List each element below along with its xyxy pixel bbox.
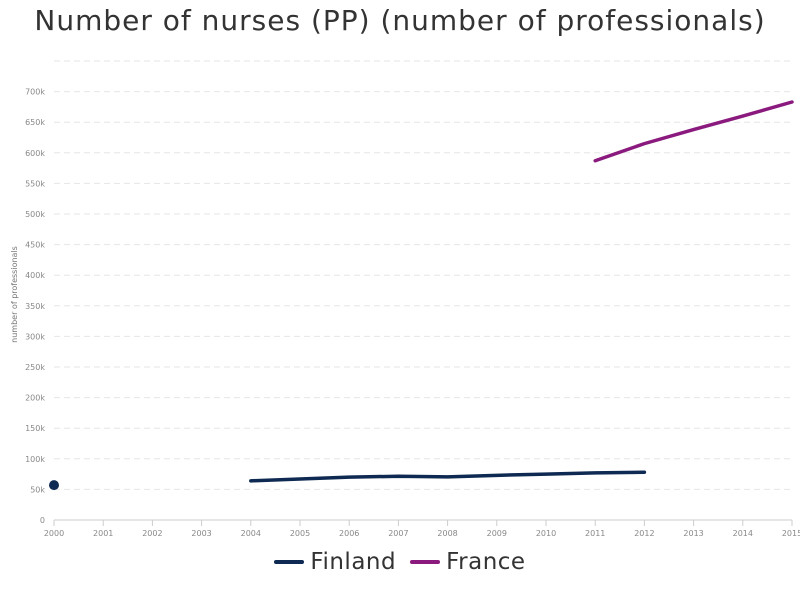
y-tick-label: 500k [25, 210, 45, 219]
y-tick-label: 400k [25, 271, 45, 280]
x-tick-label: 2002 [142, 529, 162, 538]
x-tick-label: 2000 [44, 529, 64, 538]
x-tick-label: 2011 [585, 529, 605, 538]
x-tick-label: 2012 [634, 529, 654, 538]
x-tick-label: 2001 [93, 529, 113, 538]
legend-label-france: France [446, 549, 526, 575]
chart-title: Number of nurses (PP) (number of profess… [34, 4, 766, 37]
y-axis-label: number of professionals [10, 246, 19, 343]
grid-lines [54, 60, 792, 521]
y-tick-label: 250k [25, 363, 45, 372]
y-tick-labels: 0 50k 100k 150k 200k 250k 300k 350k 400k 450k 500k… [25, 88, 45, 525]
x-tick-label: 2004 [241, 529, 261, 538]
legend-item-france[interactable]: France [410, 549, 525, 575]
x-tick-label: 2010 [536, 529, 556, 538]
x-tick-label: 2015 [782, 529, 800, 538]
data-point-finland[interactable] [49, 480, 59, 491]
legend-label-finland: Finland [310, 549, 397, 575]
x-tick-label: 2005 [290, 529, 310, 538]
series-line-france[interactable] [593, 100, 794, 163]
y-tick-label: 200k [25, 394, 45, 403]
y-tick-label: 650k [25, 118, 45, 127]
y-tick-label: 700k [25, 88, 45, 97]
x-tick-labels: 2000 2001 2002 2003 2004 2005 2006 2007 2008 2009… [44, 519, 800, 538]
x-tick-label: 2009 [487, 529, 507, 538]
x-tick-label: 2013 [683, 529, 703, 538]
x-tick-label: 2008 [437, 529, 457, 538]
series-lines [49, 100, 794, 491]
x-tick-label: 2014 [733, 529, 753, 538]
legend-swatch-finland [274, 560, 305, 564]
y-tick-label: 150k [25, 424, 45, 433]
x-tick-label: 2003 [191, 529, 211, 538]
series-line-finland[interactable] [249, 470, 647, 483]
y-tick-label: 550k [25, 179, 45, 188]
legend-item-finland[interactable]: Finland [274, 549, 396, 575]
y-tick-label: 350k [25, 302, 45, 311]
y-tick-label: 0 [40, 516, 45, 525]
y-tick-label: 50k [30, 485, 45, 494]
y-tick-label: 300k [25, 332, 45, 341]
y-tick-label: 600k [25, 149, 45, 158]
y-tick-label: 450k [25, 241, 45, 250]
x-tick-label: 2006 [339, 529, 359, 538]
x-tick-label: 2007 [388, 529, 408, 538]
y-tick-label: 100k [25, 455, 45, 464]
legend: Finland France [0, 549, 800, 575]
legend-swatch-france [410, 560, 441, 564]
